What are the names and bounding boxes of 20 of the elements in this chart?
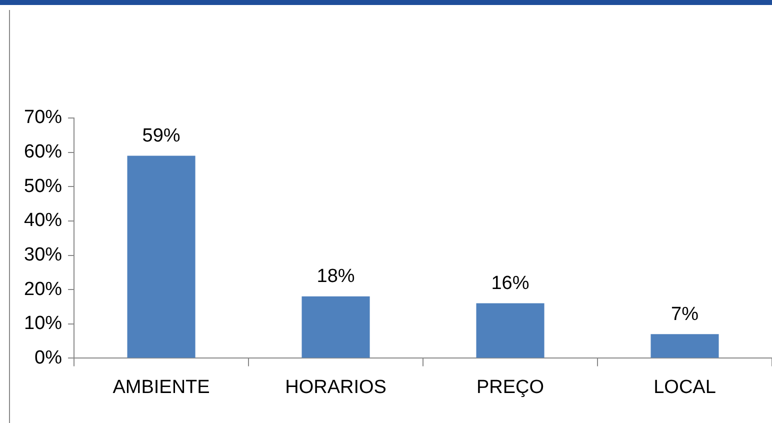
bar: [127, 156, 196, 358]
y-tick-label: 70%: [24, 107, 62, 128]
data-label: 18%: [316, 266, 355, 288]
x-tick-label: HORARIOS: [285, 376, 386, 398]
y-tick-label: 10%: [24, 313, 62, 334]
y-tick-label: 60%: [24, 142, 62, 163]
data-label: 16%: [491, 273, 530, 294]
data-label: 7%: [671, 304, 699, 325]
y-tick-label: 50%: [24, 176, 62, 197]
data-label: 59%: [142, 125, 180, 146]
x-tick-label: LOCAL: [654, 376, 716, 398]
bar: [476, 303, 544, 358]
y-tick-label: 20%: [24, 278, 62, 300]
y-tick-label: 40%: [24, 210, 62, 232]
bar: [302, 296, 370, 358]
x-tick-label: AMBIENTE: [112, 376, 210, 398]
y-tick-label: 30%: [24, 244, 62, 266]
x-tick-label: PREÇO: [476, 376, 544, 398]
y-tick-label: 0%: [34, 347, 62, 368]
bar: [650, 334, 719, 358]
